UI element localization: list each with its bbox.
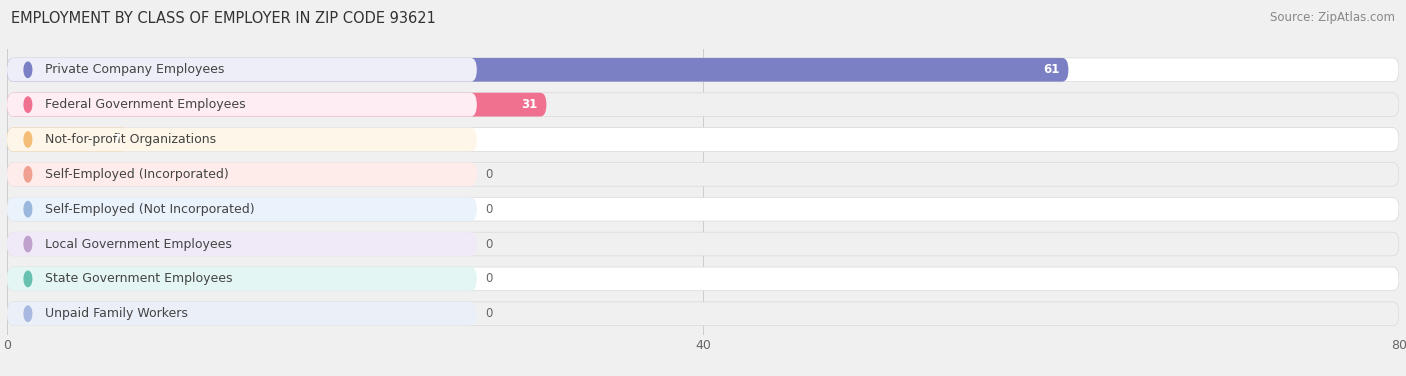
FancyBboxPatch shape: [7, 93, 547, 117]
FancyBboxPatch shape: [7, 302, 477, 326]
Text: Private Company Employees: Private Company Employees: [45, 63, 225, 76]
FancyBboxPatch shape: [7, 93, 477, 117]
FancyBboxPatch shape: [7, 267, 1399, 291]
Text: 61: 61: [1043, 63, 1060, 76]
FancyBboxPatch shape: [7, 232, 477, 256]
FancyBboxPatch shape: [7, 197, 477, 221]
FancyBboxPatch shape: [7, 267, 477, 291]
Text: Local Government Employees: Local Government Employees: [45, 238, 232, 250]
Circle shape: [24, 97, 32, 112]
Text: 7: 7: [112, 133, 120, 146]
Text: 0: 0: [485, 272, 494, 285]
Circle shape: [24, 202, 32, 217]
FancyBboxPatch shape: [7, 127, 477, 151]
FancyBboxPatch shape: [7, 93, 1399, 117]
Text: Not-for-profit Organizations: Not-for-profit Organizations: [45, 133, 217, 146]
Circle shape: [24, 132, 32, 147]
Text: 0: 0: [485, 307, 494, 320]
Text: 31: 31: [522, 98, 537, 111]
Text: Self-Employed (Not Incorporated): Self-Employed (Not Incorporated): [45, 203, 254, 216]
Text: Federal Government Employees: Federal Government Employees: [45, 98, 246, 111]
Text: 0: 0: [485, 203, 494, 216]
Circle shape: [24, 167, 32, 182]
FancyBboxPatch shape: [7, 232, 1399, 256]
Text: 0: 0: [485, 168, 494, 181]
Text: 0: 0: [485, 238, 494, 250]
FancyBboxPatch shape: [7, 58, 1399, 82]
Circle shape: [24, 271, 32, 287]
FancyBboxPatch shape: [7, 127, 129, 151]
Circle shape: [24, 62, 32, 77]
Text: State Government Employees: State Government Employees: [45, 272, 233, 285]
FancyBboxPatch shape: [7, 58, 1069, 82]
Circle shape: [24, 237, 32, 252]
FancyBboxPatch shape: [7, 197, 1399, 221]
Circle shape: [24, 306, 32, 321]
Text: Source: ZipAtlas.com: Source: ZipAtlas.com: [1270, 11, 1395, 24]
Text: Unpaid Family Workers: Unpaid Family Workers: [45, 307, 188, 320]
FancyBboxPatch shape: [7, 127, 1399, 151]
FancyBboxPatch shape: [7, 162, 477, 186]
FancyBboxPatch shape: [7, 58, 477, 82]
Text: EMPLOYMENT BY CLASS OF EMPLOYER IN ZIP CODE 93621: EMPLOYMENT BY CLASS OF EMPLOYER IN ZIP C…: [11, 11, 436, 26]
FancyBboxPatch shape: [7, 162, 1399, 186]
Text: Self-Employed (Incorporated): Self-Employed (Incorporated): [45, 168, 229, 181]
FancyBboxPatch shape: [7, 302, 1399, 326]
